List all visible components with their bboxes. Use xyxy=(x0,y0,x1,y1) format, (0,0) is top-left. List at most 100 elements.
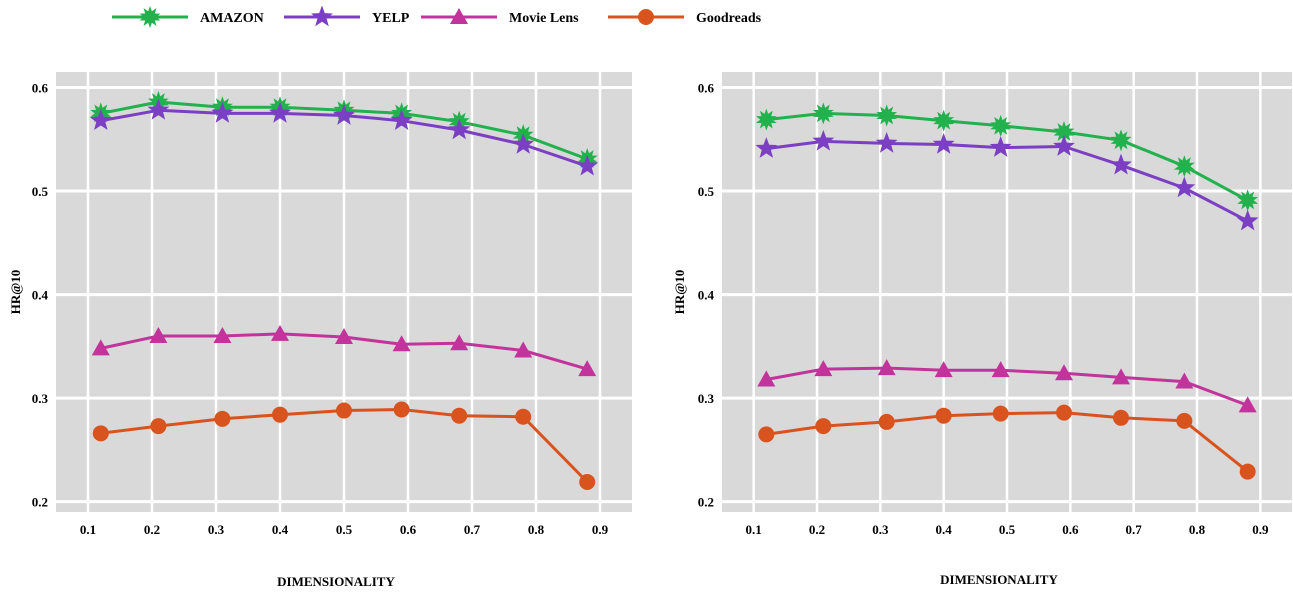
x-tick-label: 0.3 xyxy=(872,522,889,537)
series-yelp xyxy=(755,129,1259,231)
series-goodreads-point xyxy=(1113,409,1129,426)
series-amazon-point xyxy=(1110,129,1132,152)
series-movie-lens-point xyxy=(335,328,353,345)
series-amazon-point xyxy=(1173,155,1195,178)
series-amazon-point xyxy=(933,109,955,132)
series-goodreads-point xyxy=(150,418,167,435)
series-goodreads-point xyxy=(815,418,832,435)
series-movie-lens-point xyxy=(1055,364,1073,381)
x-tick-label: 0.1 xyxy=(746,522,762,537)
series-yelp-point xyxy=(1110,153,1132,175)
series-movie-lens-point xyxy=(1238,396,1257,413)
series-yelp-point xyxy=(269,101,291,123)
series-goodreads-point xyxy=(878,413,895,430)
x-tick-label: 0.6 xyxy=(1062,522,1079,537)
series-yelp-point xyxy=(1173,176,1196,198)
series-amazon-point xyxy=(755,108,777,131)
series-yelp-point xyxy=(812,129,835,151)
x-tick-label: 0.5 xyxy=(336,522,353,537)
series-goodreads xyxy=(758,404,1256,480)
legend-goodreads-label: Goodreads xyxy=(696,11,762,26)
series-movie-lens-point xyxy=(757,370,776,387)
series-goodreads-point xyxy=(336,402,352,419)
x-axis-label: DIMENSIONALITY xyxy=(277,574,395,589)
series-yelp-point xyxy=(390,109,413,130)
series-yelp-point xyxy=(448,118,471,140)
legend-movie-lens-marker xyxy=(450,8,468,24)
legend-yelp-label: YELP xyxy=(372,11,410,26)
y-tick-label: 0.5 xyxy=(698,184,715,199)
series-goodreads-point xyxy=(992,405,1009,422)
series-goodreads-point xyxy=(1056,404,1072,421)
series-yelp-point xyxy=(576,154,599,176)
series-movie-lens-point xyxy=(213,327,232,343)
y-tick-label: 0.2 xyxy=(32,495,48,510)
series-amazon-point xyxy=(1237,189,1259,212)
x-tick-label: 0.9 xyxy=(1252,522,1269,537)
series-yelp-point xyxy=(333,103,355,125)
x-tick-label: 0.9 xyxy=(592,522,609,537)
series-yelp-point xyxy=(211,101,234,123)
y-tick-label: 0.2 xyxy=(698,495,714,510)
series-movie-lens-point xyxy=(149,327,168,343)
x-tick-label: 0.2 xyxy=(144,522,160,537)
series-movie-lens xyxy=(91,324,597,377)
series-yelp-point xyxy=(755,137,778,158)
series-amazon-point xyxy=(812,102,834,125)
x-tick-label: 0.3 xyxy=(208,522,225,537)
legend-goodreads-marker xyxy=(638,9,654,25)
y-tick-label: 0.3 xyxy=(698,391,715,406)
series-goodreads-point xyxy=(272,406,288,423)
series-movie-lens-point xyxy=(91,339,110,356)
series-goodreads-point xyxy=(1176,412,1193,429)
series-amazon xyxy=(755,102,1259,212)
series-goodreads-point xyxy=(515,408,532,425)
series-yelp-point xyxy=(512,132,535,154)
series-movie-lens-point xyxy=(814,360,833,377)
series-movie-lens-point xyxy=(578,360,597,377)
y-tick-label: 0.6 xyxy=(32,81,49,96)
x-tick-label: 0.7 xyxy=(1126,522,1143,537)
series-amazon-point xyxy=(990,114,1012,137)
series-goodreads-point xyxy=(451,407,468,424)
x-tick-label: 0.8 xyxy=(1189,522,1206,537)
series-goodreads-point xyxy=(393,401,410,418)
x-tick-label: 0.5 xyxy=(999,522,1016,537)
y-axis-label: HR@10 xyxy=(8,270,23,315)
series-movie-lens-point xyxy=(877,359,896,376)
y-tick-label: 0.6 xyxy=(698,81,715,96)
x-tick-label: 0.2 xyxy=(809,522,825,537)
y-tick-label: 0.5 xyxy=(32,184,49,199)
x-tick-label: 0.7 xyxy=(464,522,481,537)
series-movie-lens-point xyxy=(934,361,953,378)
series-movie-lens-point xyxy=(392,335,411,352)
series-goodreads-point xyxy=(935,407,952,424)
series-movie-lens-point xyxy=(450,334,469,351)
series-yelp-point xyxy=(932,132,955,154)
legend-yelp-marker xyxy=(311,5,333,27)
chart-left: 0.1 0.2 0.3 0.4 0.5 0.6 0.7 0.8 0.9 0.2 0.3 0.4 0.5 0… xyxy=(8,72,632,589)
series-amazon-point xyxy=(876,104,898,127)
series-movie-lens-point xyxy=(991,361,1010,378)
series-yelp-point xyxy=(147,98,170,120)
series-yelp-point xyxy=(989,136,1012,157)
series-movie-lens-point xyxy=(514,341,533,358)
series-yelp-point xyxy=(875,131,898,153)
x-tick-label: 0.1 xyxy=(80,522,96,537)
y-tick-label: 0.4 xyxy=(32,288,49,303)
x-tick-label: 0.4 xyxy=(936,522,953,537)
series-movie-lens-point xyxy=(1175,372,1194,389)
x-tick-label: 0.6 xyxy=(400,522,417,537)
series-amazon-point xyxy=(1053,121,1075,144)
series-goodreads-point xyxy=(1239,463,1256,480)
x-axis-label: DIMENSIONALITY xyxy=(940,572,1058,587)
legend-amazon-label: AMAZON xyxy=(200,11,264,26)
series-goodreads-point xyxy=(758,426,775,443)
chart-right: 0.1 0.2 0.3 0.4 0.5 0.6 0.7 0.8 0.9 0.2 0.3 0.4 0.5 0… xyxy=(672,72,1292,587)
x-tick-label: 0.4 xyxy=(272,522,289,537)
series-yelp-point xyxy=(1053,135,1075,156)
series-yelp-point xyxy=(1236,209,1259,231)
series-goodreads-point xyxy=(92,425,109,442)
series-goodreads-point xyxy=(579,473,596,490)
